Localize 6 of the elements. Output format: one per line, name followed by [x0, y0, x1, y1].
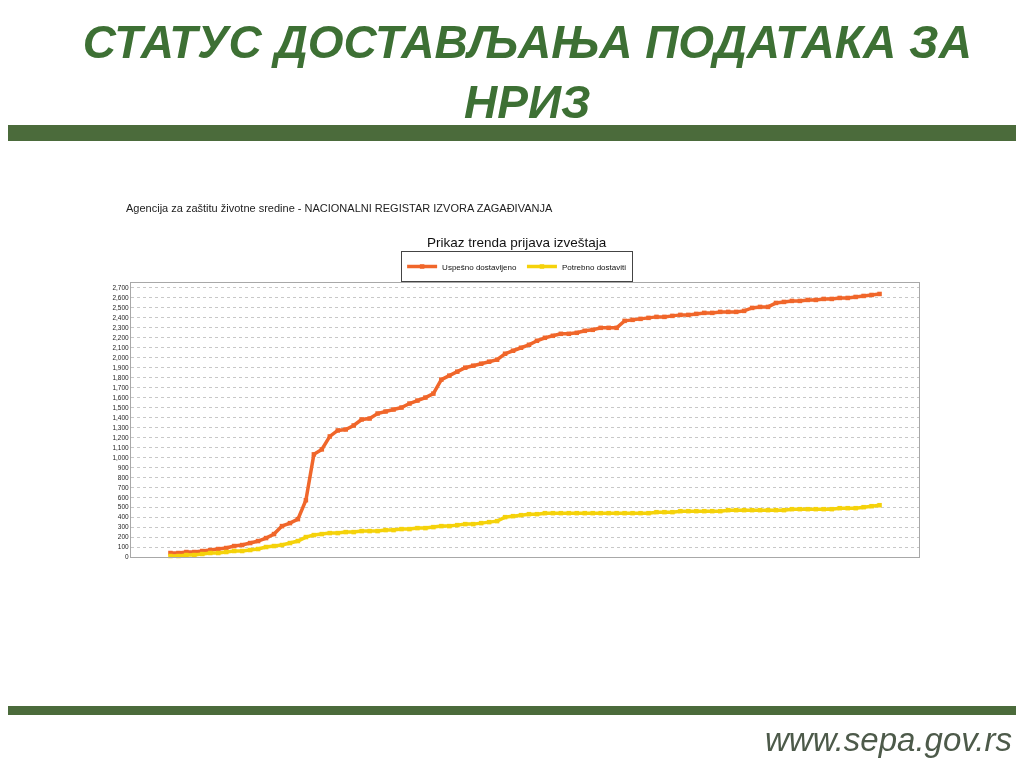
legend-label: Uspešno dostavljeno — [442, 262, 517, 272]
chart-subtitle: Prikaz trenda prijava izveštaja — [427, 235, 607, 250]
chart-title: СТАТУС ДОСТАВЉАЊА ПОДАТАКА ЗА НРИЗ — [82, 16, 972, 129]
legend-label: Potrebno dostaviti — [561, 262, 627, 272]
text: www.sepa.gov.rs — [765, 721, 1012, 758]
text: Agencija za zaštitu životne sredine - NACIONALNI REGISTAR IZVORA ZAGAĐIVANJA — [126, 202, 553, 214]
